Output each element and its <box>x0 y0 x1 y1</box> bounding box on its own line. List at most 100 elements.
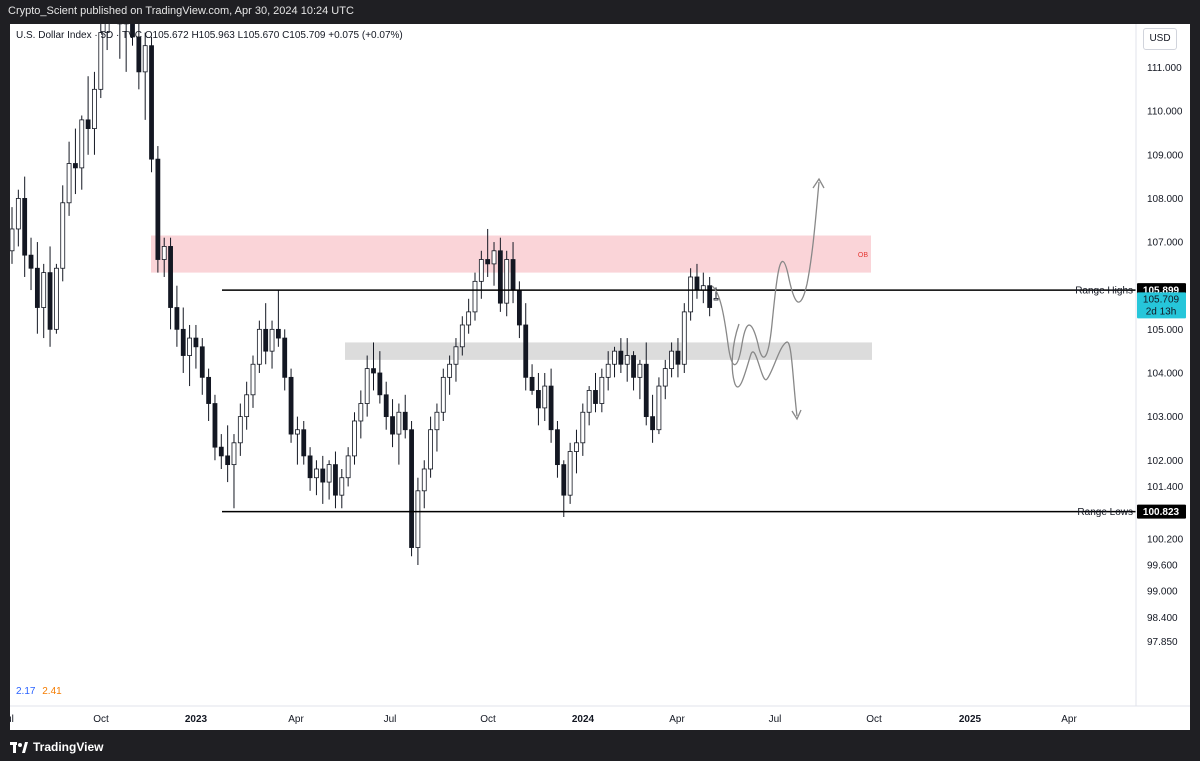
bearish-projection-path <box>731 323 798 417</box>
candle <box>656 377 662 435</box>
candle <box>212 394 218 461</box>
candle <box>605 351 611 391</box>
indicator-value-1: 2.17 <box>16 686 36 697</box>
candle-body-down <box>707 285 713 308</box>
candle-body-up <box>269 328 275 352</box>
candle-body-up <box>237 416 243 444</box>
candle-body-up <box>364 368 370 404</box>
candle-body-down <box>206 376 212 404</box>
candle-body-down <box>130 24 135 38</box>
candle <box>643 342 649 426</box>
candle <box>117 24 123 59</box>
candle-body-down <box>523 324 529 378</box>
candle <box>15 189 21 247</box>
y-tick-label: 103.000 <box>1147 412 1184 423</box>
candle-body-up <box>586 390 592 413</box>
candle <box>529 364 535 395</box>
candle-body-down <box>47 272 53 330</box>
candle-body-down <box>675 350 681 365</box>
x-tick-label: Oct <box>93 714 109 725</box>
indicator-values: 2.17 2.41 <box>16 686 62 697</box>
y-tick-label: 97.850 <box>1147 637 1178 648</box>
candle-body-up <box>358 403 364 422</box>
candle-body-up <box>66 163 72 204</box>
y-tick-label: 102.000 <box>1147 456 1184 467</box>
price-chart[interactable]: OB Range Highs 105.899 Range Lows 100.823 10… <box>10 24 1190 730</box>
candle <box>206 368 212 421</box>
candle-body-down <box>593 390 598 404</box>
candle-body-down <box>199 346 205 378</box>
candle <box>307 447 313 491</box>
candle <box>269 320 275 369</box>
candle <box>472 272 478 321</box>
range-highs-label: Range Highs <box>1075 286 1133 297</box>
tradingview-brand[interactable]: TradingView <box>10 740 103 754</box>
ob-zone-label: OB <box>858 252 868 259</box>
candle-body-down <box>149 45 154 160</box>
candle-body-up <box>612 350 617 365</box>
last-price-value: 105.709 <box>1143 294 1180 305</box>
y-tick-label: 105.000 <box>1147 325 1184 336</box>
chart-panel[interactable]: OB Range Highs 105.899 Range Lows 100.823 10… <box>10 24 1190 730</box>
candle-body-up <box>314 468 319 479</box>
candle <box>22 176 28 277</box>
price-box <box>1137 504 1186 519</box>
x-tick-label: 2023 <box>185 714 208 725</box>
candle-body-up <box>92 88 97 129</box>
candle <box>199 338 205 395</box>
y-tick-label: 99.000 <box>1147 587 1178 598</box>
candle-body-up <box>567 451 573 496</box>
candle <box>662 359 668 400</box>
price-box-value: 100.823 <box>1143 507 1180 518</box>
currency-button[interactable]: USD <box>1143 28 1177 50</box>
candle-body-up <box>53 267 59 330</box>
candle-body-down <box>136 36 142 73</box>
candle-body-down <box>555 429 560 466</box>
candle <box>504 250 510 317</box>
candle-body-down <box>22 198 28 256</box>
candle <box>681 303 687 373</box>
candle-body-down <box>28 254 34 269</box>
candle-body-up <box>491 250 497 265</box>
candle-body-down <box>212 403 218 448</box>
y-tick-label: 107.000 <box>1147 238 1184 249</box>
candle <box>218 434 224 469</box>
publish-header: Crypto_Scient published on TradingView.c… <box>0 0 1200 24</box>
y-tick-label: 100.200 <box>1147 534 1184 545</box>
candle <box>345 447 351 487</box>
candle <box>104 24 110 51</box>
candle <box>288 368 294 443</box>
candle <box>567 442 573 504</box>
candle-body-up <box>104 24 110 33</box>
candle-body-down <box>85 119 91 129</box>
candle <box>180 307 186 373</box>
candle <box>421 460 427 509</box>
candle <box>707 276 713 317</box>
candle-body-down <box>174 307 180 330</box>
candle-body-down <box>561 464 567 496</box>
candle <box>155 146 161 273</box>
countdown-text: 2d 13h <box>1146 306 1177 317</box>
y-tick-label: 109.000 <box>1147 150 1184 161</box>
candle-body-down <box>529 376 535 391</box>
tradingview-logo-icon <box>10 741 28 753</box>
candle <box>295 416 300 465</box>
candle <box>536 372 541 426</box>
candle-body-down <box>371 368 376 374</box>
y-tick-label: 98.400 <box>1147 613 1178 624</box>
candle <box>542 372 548 421</box>
candle <box>466 298 472 334</box>
candle <box>193 324 199 369</box>
candle <box>491 242 497 286</box>
candle-body-up <box>244 394 250 418</box>
y-tick-label: 108.000 <box>1147 194 1184 205</box>
candle <box>326 460 332 500</box>
candle-body-down <box>485 259 491 265</box>
candle <box>555 420 560 478</box>
candle-body-up <box>41 272 47 308</box>
candle <box>377 351 383 404</box>
candle-body-up <box>352 420 357 457</box>
candle <box>485 228 491 277</box>
candle-body-up <box>713 297 719 301</box>
candle-body-up <box>504 259 510 304</box>
